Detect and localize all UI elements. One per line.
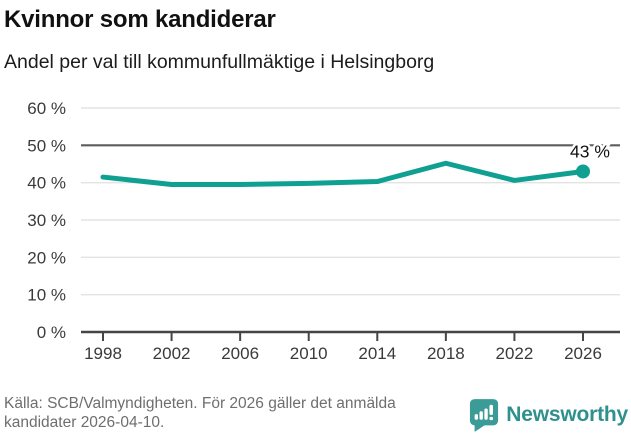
chart-subtitle: Andel per val till kommunfullmäktige i H… xyxy=(4,50,435,73)
chart-footer: Källa: SCB/Valmyndigheten. För 2026 gäll… xyxy=(0,395,631,433)
chart-header: Kvinnor som kandiderar Andel per val til… xyxy=(0,0,631,74)
y-tick-label: 10 % xyxy=(27,285,66,304)
y-tick-label: 0 % xyxy=(37,323,66,342)
newsworthy-wordmark: Newsworthy xyxy=(506,402,628,426)
x-tick-label: 2002 xyxy=(153,344,191,363)
last-point-marker xyxy=(576,164,590,179)
y-tick-label: 40 % xyxy=(27,173,66,192)
y-tick-label: 30 % xyxy=(27,211,66,230)
line-chart: 0 % 10 % 20 % 30 % 40 % 50 % 60 % 1998 2002 2006 2… xyxy=(27,99,620,363)
x-tick-label: 1998 xyxy=(84,344,122,363)
newsworthy-brand: Newsworthy xyxy=(469,398,628,432)
y-tick-label: 60 % xyxy=(27,99,66,118)
last-value-label: 43 % xyxy=(570,141,610,161)
x-tick-label: 2026 xyxy=(564,344,602,363)
series-line xyxy=(100,160,586,187)
chart-title: Kvinnor som kandiderar xyxy=(4,6,276,33)
x-tick-label: 2018 xyxy=(427,344,465,363)
y-tick-label: 50 % xyxy=(27,136,66,155)
x-tick-label: 2006 xyxy=(221,344,259,363)
source-note: Källa: SCB/Valmyndigheten. För 2026 gäll… xyxy=(4,394,396,431)
x-tick-label: 2010 xyxy=(290,344,328,363)
bar-chart-speech-bubble-icon xyxy=(470,398,499,432)
x-tick-label: 2014 xyxy=(358,344,396,363)
y-tick-label: 20 % xyxy=(27,248,66,267)
x-tick-label: 2022 xyxy=(496,344,534,363)
